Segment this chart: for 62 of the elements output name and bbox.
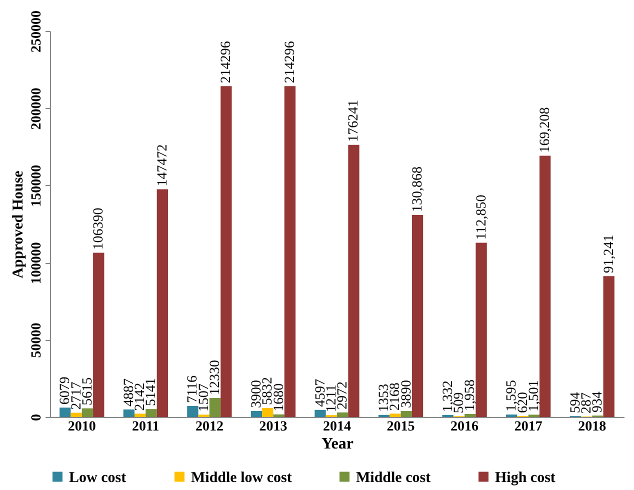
x-tick-label: 2014 <box>323 420 351 434</box>
bar <box>82 408 94 417</box>
bar <box>273 414 284 417</box>
y-tick-label: 150000 <box>30 164 44 207</box>
x-tick-label: 2015 <box>386 420 415 434</box>
bar <box>337 412 348 417</box>
bar <box>314 410 326 417</box>
x-tick-label: 2011 <box>132 420 160 434</box>
legend-label: Middle low cost <box>191 470 292 486</box>
bar <box>70 412 82 417</box>
x-axis-title: Year <box>322 436 354 452</box>
data-label: 130,868 <box>410 166 426 212</box>
data-label: 3890 <box>399 380 414 408</box>
bar <box>146 409 157 417</box>
bar <box>156 189 168 417</box>
data-label: 12330 <box>208 360 224 395</box>
y-axis-title: Approved House <box>10 170 26 278</box>
bar <box>464 414 476 417</box>
bar <box>134 414 146 417</box>
legend-label: High cost <box>495 470 556 486</box>
bar <box>93 252 104 417</box>
bar <box>60 408 71 417</box>
x-tick-label: 2017 <box>514 420 542 434</box>
y-tick-label: 0 <box>30 414 44 421</box>
bar <box>262 408 274 417</box>
x-tick-label: 2010 <box>68 420 96 434</box>
bar <box>390 414 401 417</box>
data-label: 1680 <box>272 383 287 412</box>
bar <box>412 214 424 417</box>
bar <box>400 410 412 417</box>
bar <box>220 86 232 417</box>
legend-label: Middle cost <box>356 470 431 486</box>
data-label: 5615 <box>80 377 96 406</box>
y-tick-label: 200000 <box>30 88 44 130</box>
y-tick-label: 250000 <box>30 10 44 52</box>
y-tick-label: 100000 <box>30 242 44 284</box>
data-label: 1,501 <box>526 380 542 412</box>
bar <box>284 86 296 417</box>
y-tick-label: 50000 <box>30 322 44 358</box>
bar <box>209 398 221 417</box>
x-tick-label: 2013 <box>259 420 288 434</box>
data-label: 147472 <box>155 144 170 186</box>
legend-label: Low cost <box>69 470 126 486</box>
bar <box>187 406 198 417</box>
bar <box>348 144 360 417</box>
data-label: 214296 <box>219 41 234 84</box>
bar <box>603 276 614 417</box>
bar <box>250 410 262 417</box>
bar <box>476 242 487 417</box>
data-label: 1,958 <box>463 379 478 411</box>
data-label: 91,241 <box>602 234 617 274</box>
data-label: 214296 <box>282 41 298 84</box>
x-tick-label: 2016 <box>450 420 479 434</box>
data-label: 112,850 <box>474 194 490 240</box>
data-label: 176241 <box>346 100 362 142</box>
data-label: 106390 <box>92 208 107 250</box>
data-label: 2972 <box>336 381 351 410</box>
x-tick-label: 2018 <box>578 420 606 434</box>
bar <box>539 156 551 417</box>
data-label: 169,208 <box>538 107 554 153</box>
bar <box>123 409 135 417</box>
x-tick-label: 2012 <box>195 420 224 434</box>
